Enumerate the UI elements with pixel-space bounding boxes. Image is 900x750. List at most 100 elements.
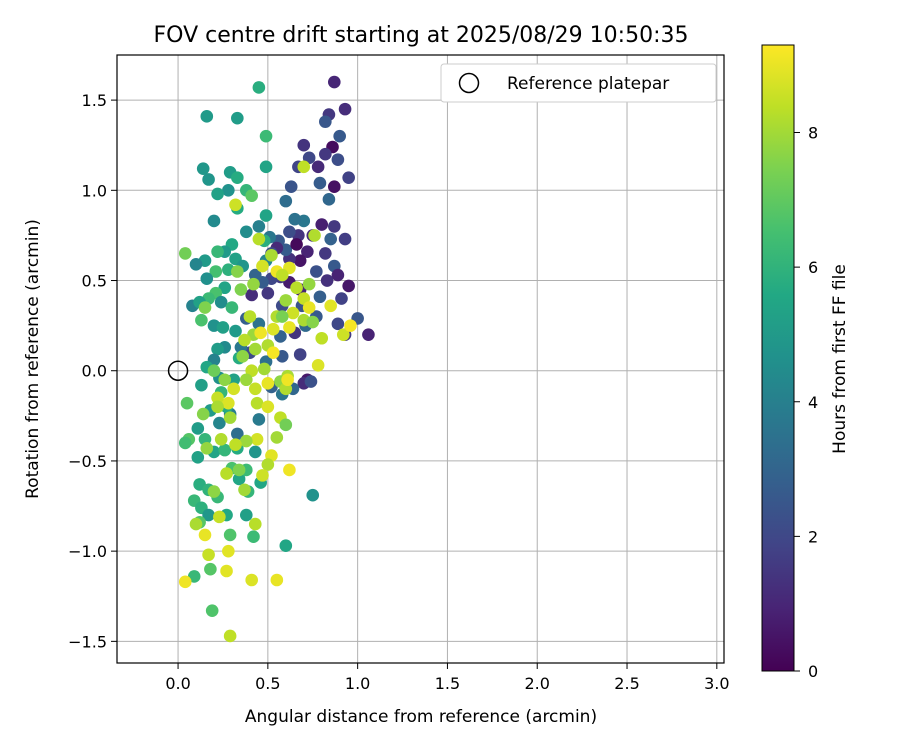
colorbar-gradient <box>761 44 795 672</box>
data-point <box>362 328 375 341</box>
data-point <box>327 220 341 233</box>
y-tick-label: −0.5 <box>68 452 107 471</box>
data-point <box>223 528 237 542</box>
data-point <box>207 214 221 228</box>
data-point <box>234 283 248 296</box>
data-point <box>331 153 345 166</box>
data-point <box>261 377 275 390</box>
chart-title: FOV centre drift starting at 2025/08/29 … <box>154 23 689 48</box>
data-point <box>270 431 284 444</box>
legend-label: Reference platepar <box>507 74 669 94</box>
data-point <box>245 573 258 587</box>
data-point <box>236 349 250 363</box>
data-point <box>257 362 271 376</box>
data-point <box>311 359 325 372</box>
data-point <box>178 247 192 260</box>
data-point <box>252 220 266 233</box>
data-point <box>297 138 311 152</box>
data-point <box>297 160 311 174</box>
y-tick-label: 1.5 <box>82 91 107 110</box>
data-point <box>344 319 357 332</box>
data-point <box>319 115 332 129</box>
data-point <box>223 629 237 643</box>
data-point <box>247 277 260 291</box>
y-tick-label: 0.5 <box>82 272 107 291</box>
x-tick-label: 1.0 <box>345 674 370 693</box>
data-point <box>275 310 289 323</box>
data-point <box>222 544 235 558</box>
data-point <box>302 277 316 291</box>
data-point <box>270 573 284 587</box>
colorbar-tick-label: 4 <box>808 393 818 412</box>
data-point <box>313 290 327 304</box>
data-point <box>231 111 244 125</box>
data-point <box>331 317 345 331</box>
data-point <box>223 411 237 424</box>
data-point <box>324 232 338 246</box>
data-point <box>189 517 203 531</box>
data-point <box>248 445 262 459</box>
data-point <box>232 463 246 477</box>
data-point <box>213 510 226 524</box>
data-point <box>247 530 260 544</box>
data-point <box>231 427 244 441</box>
data-point <box>342 171 355 184</box>
data-point <box>338 102 352 116</box>
data-point <box>250 432 264 446</box>
x-tick-label: 1.5 <box>435 674 460 693</box>
x-axis-ticks: 0.0 0.5 1.0 1.5 2.0 2.5 3.0 <box>165 663 730 693</box>
data-point <box>238 483 251 497</box>
data-point <box>202 173 215 186</box>
data-point <box>266 346 280 359</box>
data-point <box>202 548 215 562</box>
data-point <box>290 281 303 295</box>
data-point <box>279 418 293 432</box>
data-point <box>283 321 296 334</box>
data-point <box>311 160 325 174</box>
data-point <box>227 382 241 396</box>
data-point <box>342 279 355 293</box>
data-point <box>254 326 267 340</box>
data-point <box>302 301 316 314</box>
legend-box <box>440 63 717 103</box>
data-point <box>279 539 293 553</box>
data-point <box>336 328 350 341</box>
data-point <box>178 575 192 589</box>
data-point <box>232 472 246 486</box>
data-point <box>207 364 221 378</box>
data-point <box>200 110 214 123</box>
data-point <box>281 373 294 387</box>
data-point <box>216 321 230 334</box>
data-point <box>240 373 253 387</box>
data-point <box>222 184 235 197</box>
data-point <box>250 396 264 410</box>
data-point <box>218 373 232 387</box>
x-tick-label: 2.0 <box>525 674 550 693</box>
colorbar-ticks: 0 2 4 6 8 <box>794 124 818 681</box>
colorbar-tick-label: 0 <box>808 662 818 681</box>
data-point <box>243 310 257 323</box>
data-point <box>220 564 233 578</box>
data-point <box>313 176 327 190</box>
data-point <box>195 378 208 392</box>
data-point <box>196 407 210 421</box>
data-point <box>245 189 258 203</box>
data-point <box>252 413 266 426</box>
data-point <box>211 187 224 201</box>
data-point <box>211 245 224 258</box>
data-point <box>198 528 212 542</box>
data-point <box>335 292 348 305</box>
data-point <box>211 400 224 414</box>
data-point <box>308 229 321 242</box>
data-point <box>227 373 241 387</box>
x-tick-label: 2.5 <box>614 674 639 693</box>
data-point <box>248 382 262 396</box>
data-point <box>319 247 332 260</box>
data-point <box>195 313 208 327</box>
data-point <box>304 375 318 388</box>
data-point <box>198 301 212 314</box>
x-tick-label: 0.5 <box>255 674 280 693</box>
legend: Reference platepar <box>440 63 717 103</box>
data-points <box>167 75 375 643</box>
